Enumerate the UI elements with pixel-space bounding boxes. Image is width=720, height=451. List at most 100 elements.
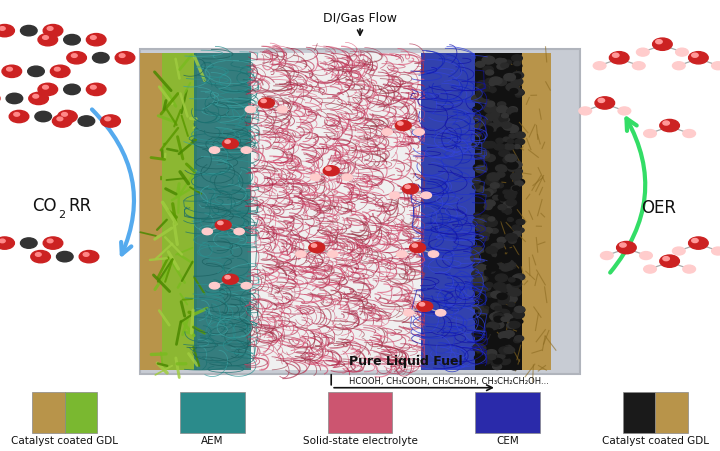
Circle shape bbox=[482, 220, 492, 226]
Circle shape bbox=[491, 291, 502, 299]
Circle shape bbox=[486, 114, 498, 121]
Circle shape bbox=[490, 78, 502, 86]
Circle shape bbox=[477, 85, 488, 92]
Circle shape bbox=[475, 187, 485, 192]
Circle shape bbox=[482, 120, 488, 124]
Circle shape bbox=[71, 55, 77, 58]
Circle shape bbox=[639, 252, 652, 260]
Circle shape bbox=[63, 35, 81, 46]
Text: OER: OER bbox=[642, 198, 676, 216]
Circle shape bbox=[502, 118, 510, 123]
Circle shape bbox=[515, 139, 525, 146]
Text: RR: RR bbox=[68, 196, 91, 214]
Circle shape bbox=[222, 139, 238, 149]
Circle shape bbox=[506, 84, 519, 92]
Bar bbox=[475, 54, 522, 370]
Circle shape bbox=[485, 178, 498, 186]
Circle shape bbox=[493, 359, 502, 364]
Circle shape bbox=[412, 244, 418, 248]
Circle shape bbox=[503, 124, 513, 131]
Circle shape bbox=[63, 85, 81, 96]
Circle shape bbox=[513, 323, 520, 327]
Circle shape bbox=[484, 258, 497, 266]
Circle shape bbox=[509, 134, 516, 139]
Circle shape bbox=[491, 354, 501, 361]
Circle shape bbox=[482, 154, 491, 160]
Circle shape bbox=[505, 155, 517, 162]
Circle shape bbox=[472, 143, 482, 149]
Circle shape bbox=[512, 73, 523, 80]
Circle shape bbox=[202, 229, 212, 235]
Circle shape bbox=[325, 168, 331, 171]
Circle shape bbox=[491, 304, 501, 310]
Circle shape bbox=[120, 55, 125, 58]
Circle shape bbox=[513, 179, 520, 184]
Circle shape bbox=[482, 109, 495, 116]
Circle shape bbox=[481, 236, 489, 241]
Circle shape bbox=[56, 252, 73, 262]
Circle shape bbox=[497, 128, 510, 135]
Circle shape bbox=[474, 153, 487, 161]
Circle shape bbox=[473, 285, 485, 292]
Circle shape bbox=[390, 193, 400, 199]
Circle shape bbox=[486, 142, 496, 148]
Circle shape bbox=[397, 123, 403, 126]
Circle shape bbox=[490, 313, 502, 321]
Circle shape bbox=[688, 237, 708, 250]
Circle shape bbox=[497, 287, 507, 294]
Circle shape bbox=[487, 207, 496, 212]
Circle shape bbox=[515, 133, 525, 139]
Circle shape bbox=[471, 255, 482, 262]
Circle shape bbox=[513, 256, 521, 260]
Circle shape bbox=[515, 181, 523, 187]
Circle shape bbox=[506, 333, 513, 337]
Circle shape bbox=[14, 113, 19, 117]
Circle shape bbox=[672, 248, 685, 255]
Circle shape bbox=[498, 205, 506, 210]
Circle shape bbox=[484, 205, 492, 210]
Circle shape bbox=[493, 322, 504, 329]
Circle shape bbox=[210, 147, 220, 154]
Circle shape bbox=[472, 248, 484, 255]
Circle shape bbox=[494, 144, 505, 151]
Circle shape bbox=[514, 307, 525, 313]
Circle shape bbox=[499, 347, 510, 354]
Circle shape bbox=[491, 229, 498, 234]
Circle shape bbox=[499, 65, 507, 70]
Circle shape bbox=[115, 52, 135, 65]
Circle shape bbox=[477, 306, 483, 310]
Circle shape bbox=[475, 290, 482, 294]
Circle shape bbox=[498, 310, 510, 317]
Circle shape bbox=[503, 347, 510, 351]
Circle shape bbox=[490, 184, 499, 189]
Circle shape bbox=[497, 344, 507, 350]
Circle shape bbox=[323, 166, 339, 176]
Circle shape bbox=[480, 335, 489, 340]
Circle shape bbox=[497, 294, 507, 300]
Circle shape bbox=[67, 52, 86, 65]
Circle shape bbox=[513, 74, 521, 79]
Circle shape bbox=[498, 194, 509, 201]
Circle shape bbox=[505, 209, 511, 212]
Circle shape bbox=[499, 318, 505, 322]
Circle shape bbox=[405, 186, 410, 189]
Circle shape bbox=[480, 253, 491, 261]
Circle shape bbox=[494, 317, 503, 322]
Circle shape bbox=[497, 173, 505, 178]
Circle shape bbox=[474, 331, 484, 337]
Circle shape bbox=[487, 322, 499, 330]
Circle shape bbox=[496, 139, 503, 144]
Circle shape bbox=[477, 362, 486, 367]
Circle shape bbox=[711, 63, 720, 70]
Circle shape bbox=[486, 350, 497, 356]
Circle shape bbox=[84, 253, 89, 257]
Circle shape bbox=[86, 34, 106, 47]
Circle shape bbox=[477, 349, 486, 354]
Circle shape bbox=[506, 126, 518, 133]
Circle shape bbox=[513, 215, 520, 219]
Circle shape bbox=[507, 322, 517, 329]
Circle shape bbox=[86, 84, 106, 97]
Circle shape bbox=[498, 296, 509, 303]
Circle shape bbox=[491, 297, 502, 304]
Bar bbox=[504, 54, 551, 370]
